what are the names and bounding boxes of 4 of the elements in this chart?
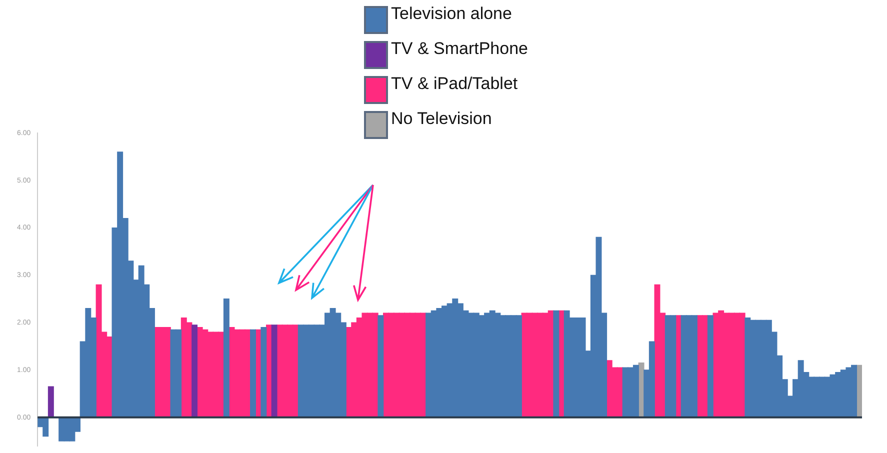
legend-label: TV & SmartPhone — [391, 39, 528, 59]
legend-label: TV & iPad/Tablet — [391, 74, 518, 94]
legend-label: Television alone — [391, 4, 512, 24]
legend-label: No Television — [391, 109, 492, 129]
